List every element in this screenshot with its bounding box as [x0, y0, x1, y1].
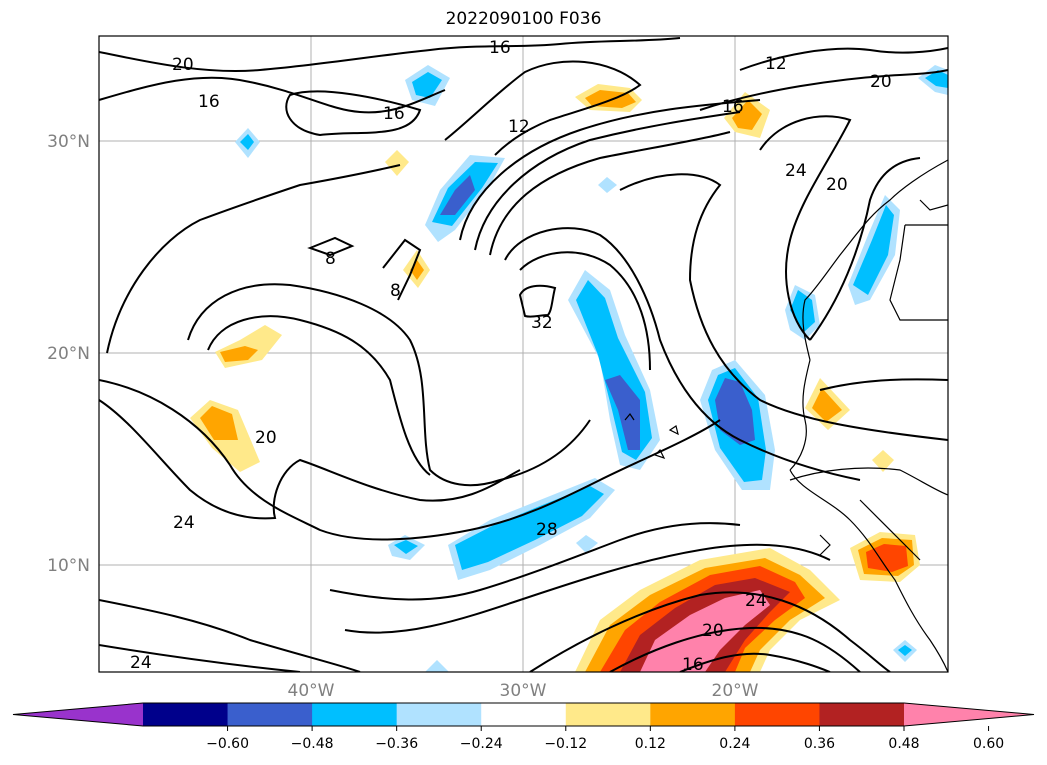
contour-labels: 20 16 16 12 16 16 12 20 24 20 8 8 32 20 …	[130, 38, 892, 675]
contour-label: 24	[130, 653, 152, 673]
colorbar-bin	[565, 703, 651, 726]
colorbar-tick-label: −0.24	[460, 736, 503, 752]
colorbar-tick-label: −0.36	[375, 736, 418, 752]
contour-label: 20	[702, 621, 724, 641]
lon-label-20w: 20°W	[712, 681, 759, 701]
colorbar-extend-high	[904, 703, 1034, 726]
colorbar-tick-label: −0.12	[544, 736, 587, 752]
contour-label: 20	[826, 175, 848, 195]
colorbar-bin	[396, 703, 482, 726]
colorbar: −0.60 −0.48 −0.36 −0.24 −0.12 0.12 0.24 0.36 0.4…	[12, 702, 1035, 752]
contour-label: 20	[172, 55, 194, 75]
contour-label: 16	[722, 97, 744, 117]
colorbar-bin	[481, 703, 567, 726]
lon-label-30w: 30°W	[500, 681, 547, 701]
colorbar-tick-label: 0.24	[719, 736, 750, 752]
map-frame	[98, 35, 949, 673]
colorbar-bin	[819, 703, 905, 726]
colorbar-tick-label: −0.48	[291, 736, 334, 752]
longitude-labels: 40°W 30°W 20°W	[288, 681, 759, 701]
contour-label: 8	[390, 281, 401, 301]
colorbar-bin	[734, 703, 820, 726]
colorbar-tick-label: 0.36	[804, 736, 835, 752]
contour-label: 24	[785, 161, 807, 181]
lon-label-40w: 40°W	[288, 681, 335, 701]
map-plot-area: 20 16 16 12 16 16 12 20 24 20 8 8 32 20 …	[99, 36, 948, 675]
contour-lines	[99, 37, 948, 672]
colorbar-tick-label: −0.60	[206, 736, 249, 752]
colorbar-outline	[12, 702, 1035, 727]
coastlines	[624, 159, 948, 672]
colorbar-bin	[312, 703, 398, 726]
lat-label-30n: 30°N	[47, 132, 90, 152]
colorbar-bin	[143, 703, 229, 726]
contour-label: 20	[255, 428, 277, 448]
contour-label: 12	[765, 54, 787, 74]
colorbar-bin	[650, 703, 736, 726]
colorbar-bin	[227, 703, 313, 726]
contour-label: 16	[383, 104, 405, 124]
shaded-fields	[190, 65, 948, 672]
contour-label: 24	[745, 591, 767, 611]
contour-label: 28	[536, 520, 558, 540]
map-title: 2022090100 F036	[445, 9, 602, 29]
colorbar-tick-label: 0.60	[973, 736, 1004, 752]
contour-label: 8	[325, 249, 336, 269]
colorbar-tick-label: 0.48	[888, 736, 919, 752]
colorbar-extend-low	[13, 703, 143, 726]
colorbar-tick-label: 0.12	[635, 736, 666, 752]
contour-label: 20	[870, 72, 892, 92]
contour-label: 32	[531, 313, 553, 333]
lat-label-20n: 20°N	[47, 344, 90, 364]
contour-label: 16	[198, 92, 220, 112]
latitude-labels: 30°N 20°N 10°N	[47, 132, 90, 576]
contour-label: 16	[682, 655, 704, 675]
contour-label: 16	[489, 38, 511, 58]
contour-label: 24	[173, 513, 195, 533]
contour-label: 12	[508, 117, 530, 137]
lat-label-10n: 10°N	[47, 556, 90, 576]
